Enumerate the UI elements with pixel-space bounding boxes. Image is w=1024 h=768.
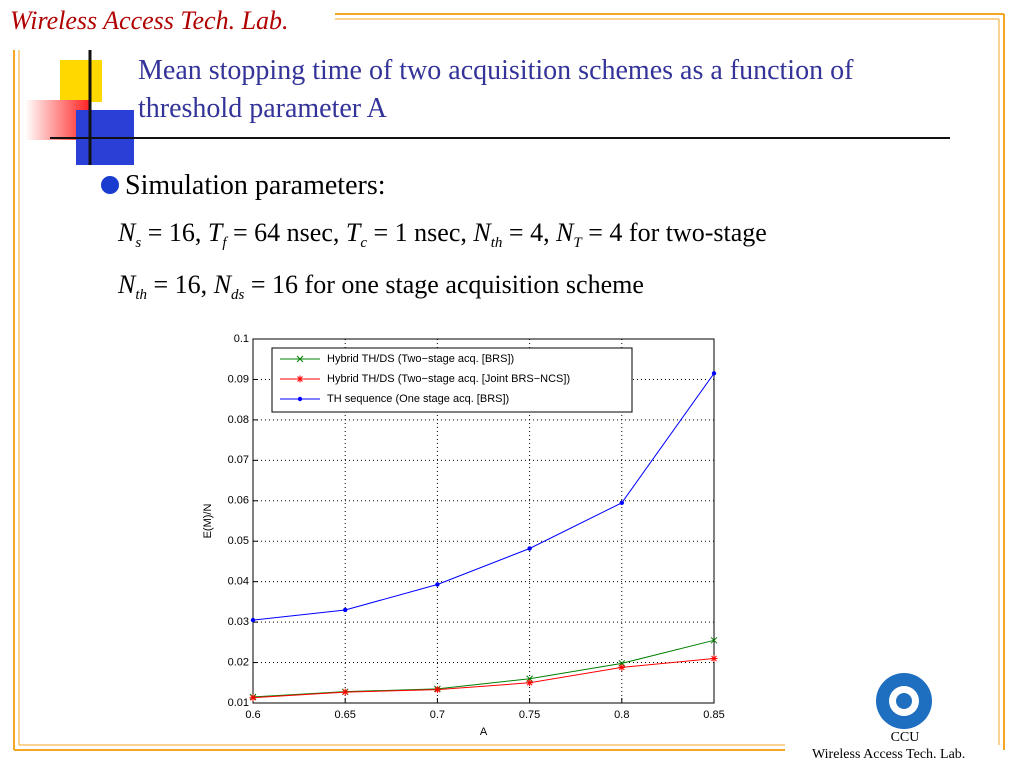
point	[619, 500, 624, 505]
point	[710, 636, 718, 644]
y-tick-label: 0.02	[228, 656, 249, 668]
point	[435, 582, 440, 587]
param-symbol: N	[118, 270, 136, 299]
x-axis-label: A	[480, 726, 488, 738]
param-symbol: N	[473, 218, 491, 247]
legend-label: TH sequence (One stage acq. [BRS])	[327, 393, 509, 405]
y-tick-label: 0.01	[228, 697, 249, 709]
legend-marker	[296, 355, 304, 363]
param-symbol: N	[556, 218, 574, 247]
y-tick-label: 0.1	[234, 333, 249, 345]
param-symbol: T	[345, 218, 361, 247]
point	[343, 607, 348, 613]
param-subscript: th	[135, 287, 148, 304]
param-text: = 16,	[147, 270, 214, 299]
bullet-text: Simulation parameters:	[125, 170, 386, 201]
point	[711, 371, 717, 376]
param-text: = 4,	[502, 218, 557, 247]
footer-org: CCU	[890, 730, 920, 745]
y-tick-label: 0.03	[228, 616, 249, 628]
point	[527, 546, 532, 551]
legend-label: Hybrid TH/DS (Two−stage acq. [Joint BRS−…	[327, 373, 570, 385]
param-subscript: th	[490, 235, 503, 252]
logo	[876, 673, 932, 729]
param-subscript: f	[222, 235, 227, 252]
point	[249, 694, 257, 702]
y-tick-label: 0.06	[228, 495, 249, 507]
param-subscript: c	[360, 235, 368, 252]
y-tick-label: 0.08	[228, 414, 249, 426]
x-tick-label: 0.85	[703, 709, 724, 721]
y-axis-label: E(M)/N	[202, 504, 214, 539]
footer-lab: Wireless Access Tech. Lab.	[812, 747, 966, 762]
param-subscript: T	[573, 235, 582, 252]
legend-label: Hybrid TH/DS (Two−stage acq. [BRS])	[327, 353, 514, 365]
series-line	[252, 373, 715, 621]
param-text: = 64 nsec,	[226, 218, 346, 247]
deco-square	[60, 60, 102, 102]
param-subscript: s	[135, 235, 142, 252]
point	[526, 679, 534, 687]
bullet-dot	[101, 176, 119, 194]
lab-name: Wireless Access Tech. Lab.	[10, 6, 289, 35]
series-line	[252, 658, 715, 699]
param-text: = 4 for two-stage	[581, 218, 767, 247]
legend-marker	[296, 375, 304, 383]
param-subscript: ds	[231, 287, 245, 304]
legend-box	[271, 347, 633, 413]
x-tick-label: 0.65	[334, 709, 355, 721]
x-tick-label: 0.6	[245, 709, 260, 721]
param-text: = 16,	[141, 218, 208, 247]
param-symbol: N	[118, 218, 136, 247]
x-tick-label: 0.7	[430, 709, 445, 721]
legend-marker	[297, 396, 303, 402]
x-tick-label: 0.75	[519, 709, 540, 721]
point	[710, 655, 718, 663]
point	[433, 686, 441, 694]
slide-title: Mean stopping time of two acquisition sc…	[138, 55, 854, 124]
param-symbol: T	[207, 218, 223, 247]
point	[341, 688, 349, 696]
point	[250, 617, 256, 623]
y-tick-label: 0.05	[228, 535, 249, 547]
point	[618, 663, 626, 671]
y-tick-label: 0.04	[228, 576, 249, 588]
param-text: = 16 for one stage acquisition scheme	[244, 270, 644, 299]
y-tick-label: 0.09	[228, 373, 249, 385]
param-text: = 1 nsec,	[367, 218, 474, 247]
decoration	[13, 13, 1005, 751]
param-symbol: N	[213, 270, 232, 299]
param-line: Nth = 16, Nds = 16 for one stage acquisi…	[118, 270, 644, 304]
param-line: Ns = 16, Tf = 64 nsec, Tc = 1 nsec, Nth …	[118, 218, 767, 252]
x-tick-label: 0.8	[614, 709, 629, 721]
y-tick-label: 0.07	[228, 454, 249, 466]
